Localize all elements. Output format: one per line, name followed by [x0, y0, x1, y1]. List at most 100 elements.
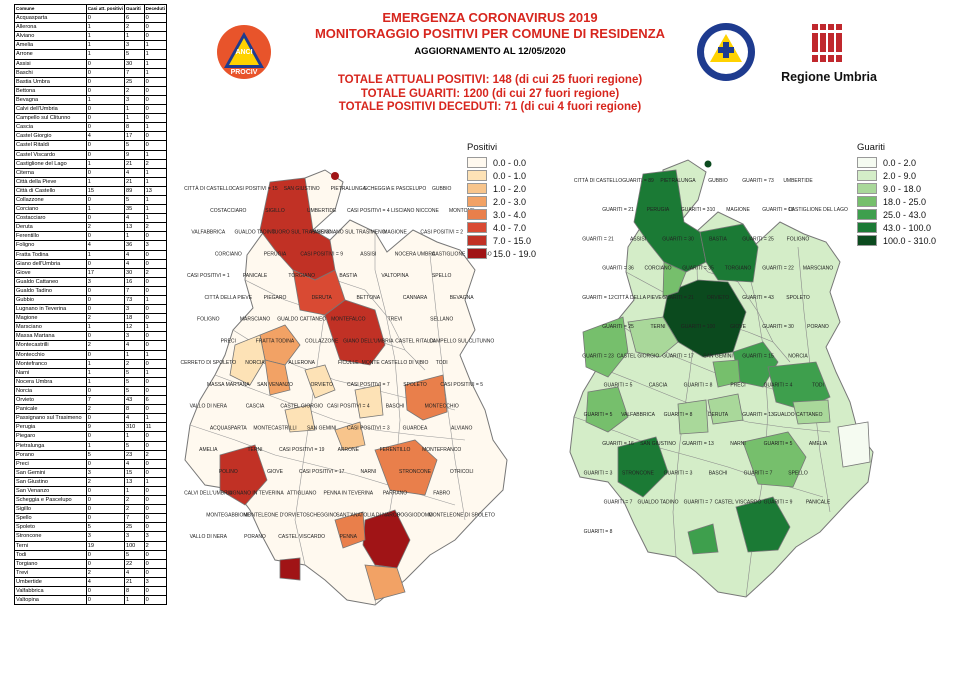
map-label: CANNARA	[403, 295, 428, 301]
protezione-civile-logo	[696, 22, 756, 82]
municipality-name: Fratta Todina	[14, 249, 87, 260]
municipality-name: Acquasparta	[14, 13, 87, 24]
map-label: NORCIA	[245, 360, 265, 366]
recovered-count: 36	[123, 240, 145, 251]
recovered-count: 22	[123, 558, 145, 569]
table-row: Scheggia e Pascelupo 0 2 0	[14, 495, 168, 506]
municipality-name: Torgiano	[14, 558, 87, 569]
map-label: VALTOPINA	[381, 273, 409, 279]
legend-swatch	[857, 170, 877, 181]
map-label: STRONCONE	[399, 469, 432, 475]
recovered-count: 1	[123, 485, 145, 497]
map-label: GUARITI = 5	[584, 412, 613, 418]
positive-count: 0	[85, 85, 125, 96]
positive-count: 0	[85, 558, 125, 569]
deceased-count: 1	[143, 213, 168, 224]
table-row: Deruta 2 13 2	[14, 222, 168, 233]
map-label: BETTONA	[357, 295, 381, 301]
recovered-count: 8	[123, 404, 145, 415]
positive-count: 9	[85, 422, 125, 433]
positive-count: 7	[85, 395, 125, 406]
deceased-count: 0	[143, 485, 168, 497]
total-recovered: TOTALE GUARITI: 1200 (di cui 27 fuori re…	[360, 88, 620, 100]
map-label: CITTÀ DI CASTELLO	[574, 177, 622, 184]
map-label: ASSISI	[360, 251, 376, 257]
table-row: Torgiano 0 22 0	[14, 558, 168, 569]
municipality-name: Piegaro	[14, 431, 87, 442]
recovered-map: CITTÀ DI CASTELLO GUARITI = 89 PIETRALUNGA…	[569, 159, 874, 598]
positive-count: 3	[85, 467, 125, 478]
map-label: POGGIODOMO	[397, 513, 433, 519]
legend-label: 100.0 - 310.0	[883, 235, 937, 246]
recovered-count: 13	[123, 222, 145, 233]
positive-count: 2	[85, 313, 125, 324]
recovered-count: 3	[123, 304, 145, 315]
map-label: GUARITI = 13	[742, 412, 774, 418]
deceased-count: 1	[143, 204, 168, 215]
recovered-count: 7	[123, 285, 145, 297]
map-label: ORVIETO	[311, 382, 333, 388]
table-row: Spoleto 5 25 0	[14, 522, 168, 533]
map-label: TREVI	[388, 317, 403, 323]
legend-label: 1.0 - 2.0	[493, 183, 527, 194]
recovered-count: 7	[123, 67, 145, 78]
map-label: GUARITI = 36	[602, 266, 634, 272]
table-row: Castiglione del Lago 1 21 2	[14, 158, 168, 169]
map-label: PASSIGNANO SUL TRASIMENO	[311, 230, 386, 236]
deceased-count: 0	[143, 140, 168, 151]
map-label: DERUTA	[708, 412, 729, 418]
recovered-count: 4	[123, 249, 145, 260]
table-row: Bettona 0 2 0	[14, 85, 168, 96]
legend-item: 1.0 - 2.0	[467, 182, 536, 195]
legend-label: 25.0 - 43.0	[883, 209, 927, 220]
municipality-name: Porano	[14, 449, 87, 460]
table-row: Baschi 0 7 1	[14, 67, 168, 78]
map-label: CORCIANO	[215, 251, 242, 257]
legend-swatch	[857, 183, 877, 194]
title-line-2: MONITORAGGIO POSITIVI PER COMUNE DI RESI…	[314, 26, 666, 41]
municipality-name: Castel Giorgio	[14, 131, 87, 142]
map-label: UMBERTIDE	[783, 178, 813, 184]
total-positive: TOTALE ATTUALI POSITIVI: 148 (di cui 25 …	[337, 74, 643, 86]
recovered-count: 4	[123, 213, 145, 224]
recovered-count: 4	[123, 258, 145, 269]
map-label: PENNA IN TEVERINA	[323, 491, 373, 497]
deceased-count: 1	[143, 149, 168, 160]
deceased-count: 1	[143, 413, 168, 424]
municipality-name: Marsciano	[14, 322, 87, 333]
map-label: COLLAZZONE	[305, 338, 339, 344]
positive-count: 1	[85, 358, 125, 369]
anci-prociv-logo: ANCI PROCIV	[216, 24, 272, 80]
table-row: Città di Castello 15 89 13	[14, 185, 168, 196]
recovered-count: 25	[123, 522, 145, 533]
regione-umbria-logo: Regione Umbria	[781, 22, 877, 84]
positive-count: 17	[85, 267, 125, 278]
municipality-name: Magione	[14, 313, 87, 324]
table-row: Assisi 0 30 1	[14, 58, 168, 69]
municipality-name: Campello sul Clitunno	[14, 113, 87, 124]
table-row: Bevagna 1 3 0	[14, 94, 168, 106]
legend-label: 2.0 - 9.0	[883, 170, 917, 181]
legend-label: 4.0 - 7.0	[493, 222, 527, 233]
positive-count: 0	[85, 231, 125, 242]
map-label: CASI POSITIVI = 19	[279, 447, 325, 453]
map-label: CORCIANO	[645, 266, 672, 272]
map-label: PANICALE	[806, 500, 831, 506]
map-label: GUARITI = 23	[582, 353, 614, 359]
table-row: Todi 0 5 0	[14, 549, 168, 560]
positive-count: 3	[85, 276, 125, 287]
municipality-table: Comune Casi att. positivi Guariti Decedu…	[14, 3, 168, 606]
map-label: SAN GEMINI	[703, 353, 732, 359]
table-row: Marsciano 1 12 1	[14, 322, 168, 333]
recovered-count: 310	[123, 422, 145, 433]
positive-count: 1	[85, 94, 125, 106]
map-label: GUARITI = 43	[742, 295, 774, 301]
map-label: ALLERONA	[288, 360, 315, 366]
map-label: MAGIONE	[383, 230, 407, 236]
municipality-name: Nocera Umbra	[14, 376, 87, 387]
table-row: Amelia 1 3 1	[14, 40, 168, 51]
map-label: MARSCIANO	[803, 266, 833, 272]
deceased-count: 0	[143, 513, 168, 524]
map-label: FICULLE	[338, 360, 359, 366]
map-label: FOLIGNO	[197, 317, 220, 323]
